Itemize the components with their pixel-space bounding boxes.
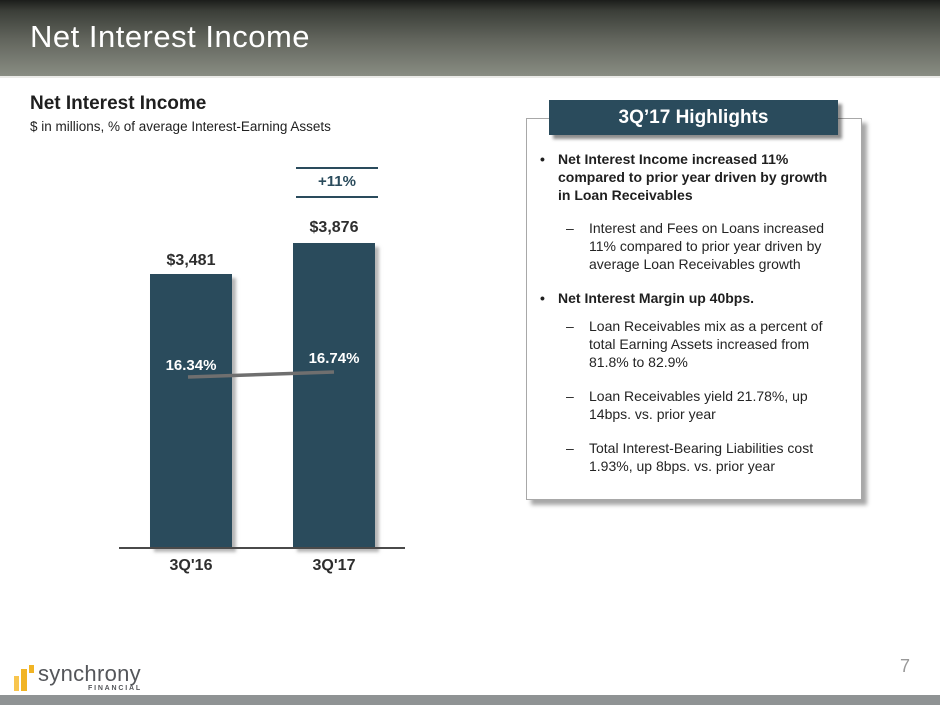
synchrony-logo-bar-icon <box>14 676 19 691</box>
highlights-list: • Net Interest Income increased 11% comp… <box>527 150 861 491</box>
bar-value-3q17: $3,876 <box>309 219 359 236</box>
highlights-title: 3Q’17 Highlights <box>549 100 838 135</box>
bar-3q16 <box>150 274 232 548</box>
bar-value-3q16: $3,481 <box>166 252 216 269</box>
bottom-accent-bar <box>0 695 940 705</box>
synchrony-logo-bar-icon <box>21 669 27 691</box>
growth-bracket-bottom-line <box>296 196 378 198</box>
highlight-text: Loan Receivables mix as a percent of tot… <box>589 318 823 370</box>
nim-pct-3q17: 16.74% <box>308 350 360 367</box>
highlight-text: Net Interest Margin up 40bps. <box>558 290 755 306</box>
nim-trend-line <box>187 370 335 379</box>
highlight-text: Interest and Fees on Loans increased 11%… <box>589 220 825 272</box>
synchrony-logo-bar-icon <box>29 665 34 673</box>
highlight-bullet-net-interest-income: • Net Interest Income increased 11% comp… <box>527 150 861 204</box>
growth-annotation: +11% <box>318 173 356 190</box>
synchrony-logo-wordmark: synchrony <box>38 661 141 686</box>
bullet-icon: • <box>540 151 545 167</box>
bar-3q17 <box>293 243 375 548</box>
synchrony-logo-financial-label: FINANCIAL <box>88 685 142 692</box>
highlight-sub-loan-receivables-yield: – Loan Receivables yield 21.78%, up 14bp… <box>527 387 861 423</box>
dash-icon: – <box>566 440 574 456</box>
dash-icon: – <box>566 220 574 236</box>
category-label-3q17: 3Q'17 <box>312 557 356 574</box>
highlight-text: Loan Receivables yield 21.78%, up 14bps.… <box>589 388 808 422</box>
highlight-sub-interest-bearing-liabilities: – Total Interest-Bearing Liabilities cos… <box>527 439 861 475</box>
chart-heading: Net Interest Income $ in millions, % of … <box>30 93 331 134</box>
dash-icon: – <box>566 388 574 404</box>
highlight-sub-loan-receivables-mix: – Loan Receivables mix as a percent of t… <box>527 317 861 371</box>
chart-subtitle: $ in millions, % of average Interest-Ear… <box>30 119 331 134</box>
bullet-icon: • <box>540 290 545 306</box>
slide-header: Net Interest Income <box>0 0 940 78</box>
dash-icon: – <box>566 318 574 334</box>
growth-bracket-top-line <box>296 167 378 169</box>
highlight-sub-interest-and-fees: – Interest and Fees on Loans increased 1… <box>527 219 861 273</box>
highlight-text: Net Interest Income increased 11% compar… <box>558 151 828 203</box>
category-label-3q16: 3Q'16 <box>169 557 213 574</box>
highlight-text: Total Interest-Bearing Liabilities cost … <box>589 440 814 474</box>
chart-title: Net Interest Income <box>30 93 207 114</box>
nim-pct-3q16: 16.34% <box>165 357 217 374</box>
slide-title: Net Interest Income <box>30 19 311 54</box>
highlight-bullet-net-interest-margin: • Net Interest Margin up 40bps. <box>527 289 861 307</box>
x-axis <box>119 547 405 549</box>
page-number: 7 <box>899 656 910 676</box>
